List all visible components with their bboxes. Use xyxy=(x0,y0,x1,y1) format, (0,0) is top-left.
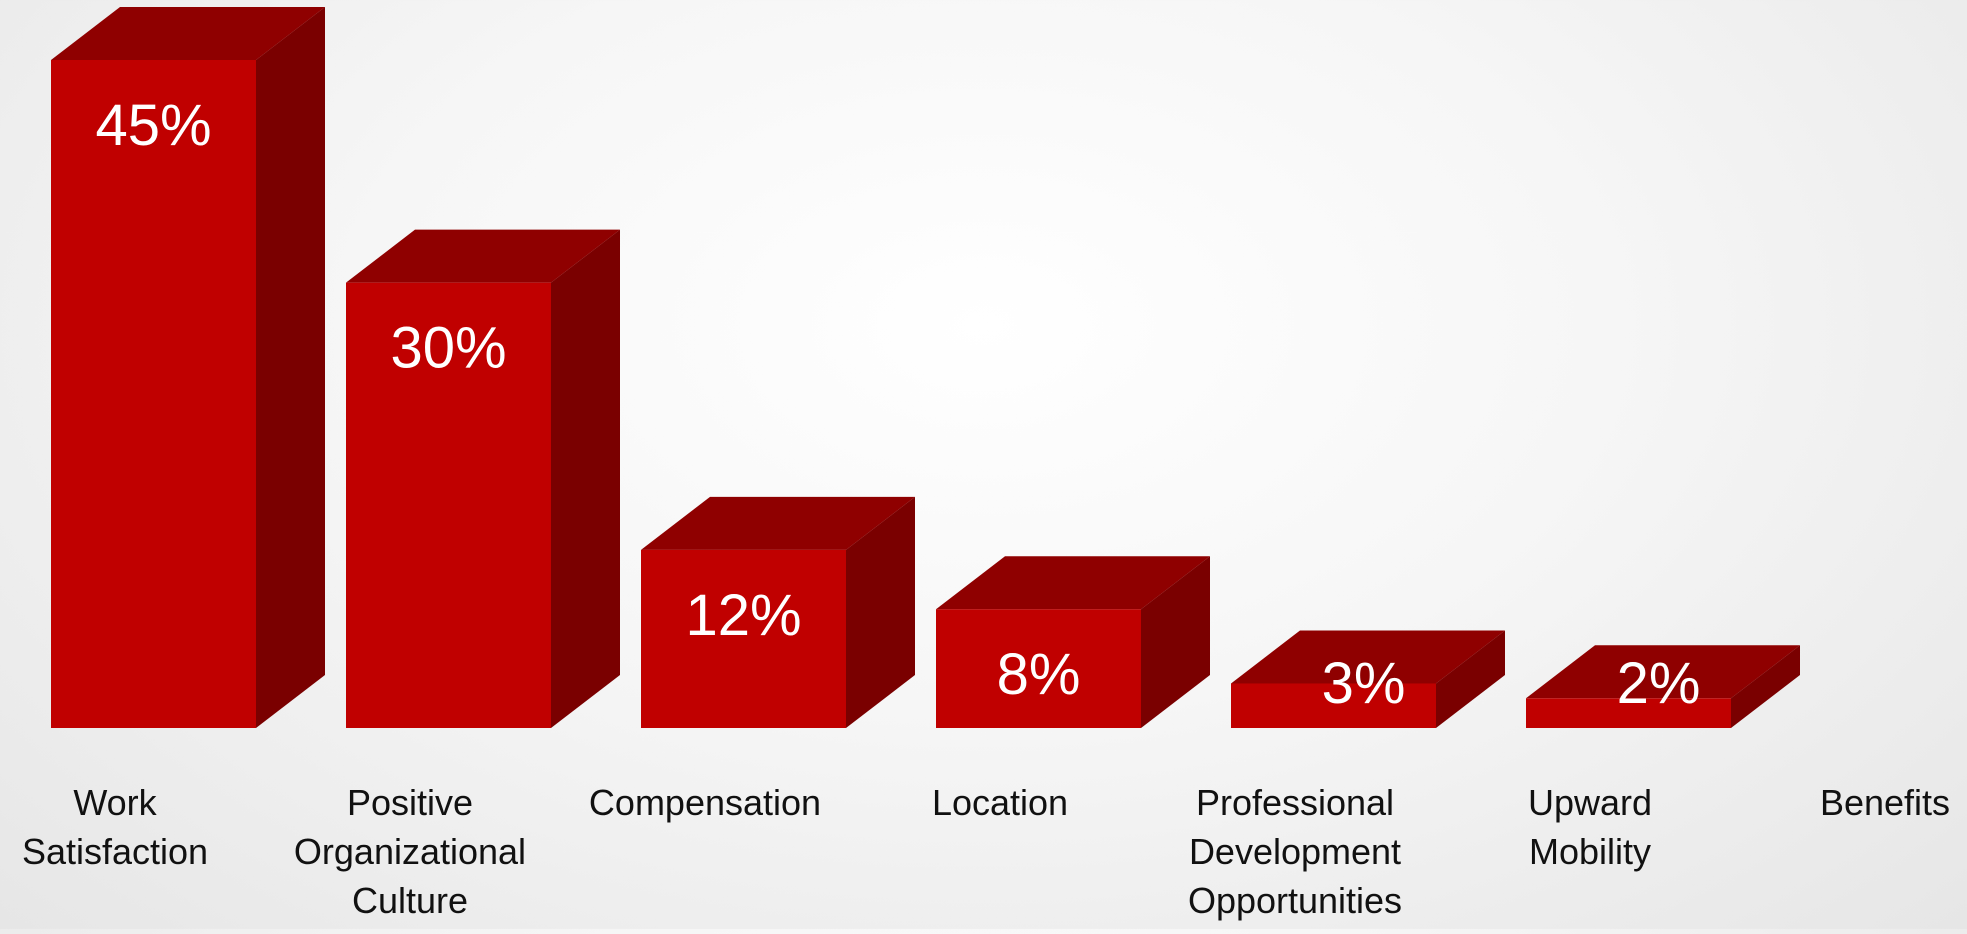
bar-5 xyxy=(1231,630,1505,728)
category-label-line: Culture xyxy=(352,880,468,921)
bar-side-face xyxy=(1141,556,1210,728)
bar-value-label: 2% xyxy=(1617,651,1701,716)
category-label: Upward Mobility xyxy=(1528,782,1652,872)
bar-front-face xyxy=(936,609,1141,728)
bar-value-label: 12% xyxy=(685,583,801,648)
bar-top-face xyxy=(936,556,1210,610)
bar-top-face xyxy=(346,229,620,283)
bar-front-face xyxy=(346,282,551,728)
bar-front-face xyxy=(641,549,846,728)
category-label: Professional Development Opportunities xyxy=(1188,782,1402,921)
category-label-line: Work xyxy=(73,782,157,823)
category-label-line: Development xyxy=(1189,831,1401,872)
bar-side-face xyxy=(1436,630,1505,728)
bar-front-face xyxy=(51,60,256,728)
bar-side-face xyxy=(846,496,915,728)
bar-top-face xyxy=(1231,630,1505,684)
category-label: Location xyxy=(932,782,1068,823)
bar-top-face xyxy=(51,7,325,60)
bar-3 xyxy=(641,496,915,728)
bar-side-face xyxy=(1731,645,1800,728)
bar-value-label: 45% xyxy=(95,93,211,158)
category-label: Compensation xyxy=(589,782,821,823)
category-label-line: Positive xyxy=(347,782,473,823)
bar-1 xyxy=(51,7,325,728)
bar-2 xyxy=(346,229,620,728)
category-label-line: Organizational xyxy=(294,831,526,872)
category-label-line: Compensation xyxy=(589,782,821,823)
category-label: Positive Organizational Culture xyxy=(294,782,526,921)
category-label-line: Upward xyxy=(1528,782,1652,823)
bar-6 xyxy=(1526,645,1800,728)
category-label-line: Mobility xyxy=(1529,831,1651,872)
bar-value-label: 30% xyxy=(390,316,506,381)
category-label-line: Professional xyxy=(1196,782,1394,823)
bar-side-face xyxy=(256,7,325,728)
bar-top-face xyxy=(1526,645,1800,699)
category-label: Work Satisfaction xyxy=(22,782,208,872)
category-label-line: Benefits xyxy=(1820,782,1950,823)
category-label-line: Satisfaction xyxy=(22,831,208,872)
category-label: Benefits xyxy=(1820,782,1950,823)
bar-side-face xyxy=(551,229,620,728)
bar-value-label: 8% xyxy=(997,642,1081,707)
bar-front-face xyxy=(1526,698,1731,728)
category-label-line: Opportunities xyxy=(1188,880,1402,921)
bar-value-label: 3% xyxy=(1322,651,1406,716)
category-label-line: Location xyxy=(932,782,1068,823)
bar-4 xyxy=(936,556,1210,728)
bar-top-face xyxy=(641,496,915,550)
bar-front-face xyxy=(1231,683,1436,728)
